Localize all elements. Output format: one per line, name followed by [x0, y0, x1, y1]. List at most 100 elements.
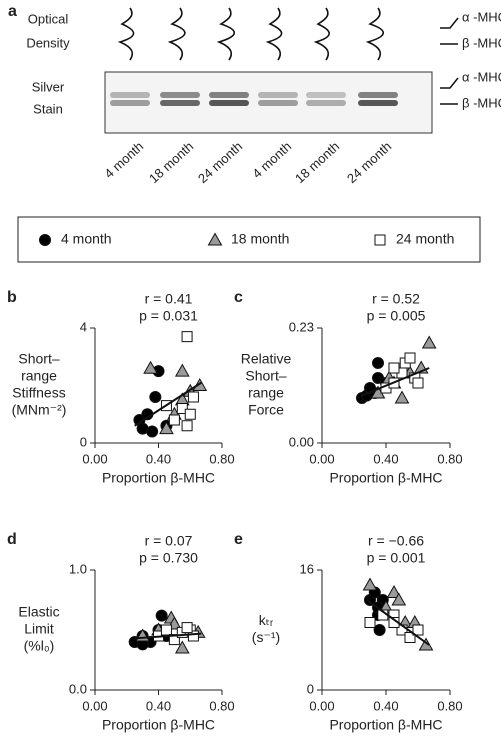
y-axis-label: (MNm⁻²) [12, 402, 67, 418]
legend-label: 18 month [231, 231, 289, 247]
y-axis-label: range [21, 368, 57, 384]
x-axis-label: Proportion β-MHC [329, 717, 442, 733]
lane-label: 24 month [195, 139, 245, 186]
gel-band [358, 92, 398, 98]
y-axis-label: (s⁻¹) [252, 629, 280, 645]
gel-band [110, 92, 150, 98]
od-trace [365, 7, 385, 61]
y-tick-label: 0.00 [289, 434, 314, 449]
point [187, 630, 199, 642]
point [362, 577, 378, 591]
point [412, 624, 424, 636]
lane-label: 18 month [292, 139, 342, 186]
band-bracket [440, 17, 459, 45]
point [373, 624, 386, 636]
point [187, 391, 199, 403]
band-label: β -MHC [462, 95, 501, 110]
legend-marker [39, 234, 51, 246]
lane-label: 24 month [344, 139, 394, 186]
y-axis-label: Short– [245, 368, 286, 384]
gel-band [258, 92, 298, 98]
y-tick-label: 0 [307, 681, 314, 696]
y-axis-label: range [248, 385, 284, 401]
y-axis-label: Relative [241, 351, 292, 367]
point [155, 609, 168, 622]
trend-line [366, 599, 430, 646]
band-label: α -MHC [462, 69, 501, 84]
point [159, 421, 174, 435]
y-axis-label: Short– [18, 351, 59, 367]
od-trace [265, 7, 283, 61]
point [372, 357, 384, 369]
lane-label: 4 month [101, 139, 146, 182]
point [404, 632, 416, 643]
lane-label: 18 month [146, 139, 196, 186]
y-tick-label: 0.23 [289, 319, 314, 334]
lane-label: 4 month [249, 139, 294, 182]
legend-label: 4 month [61, 231, 112, 247]
point [168, 414, 180, 426]
panel-label: e [234, 531, 243, 548]
point [386, 584, 402, 598]
gel-band [160, 100, 200, 106]
legend-marker [374, 234, 386, 246]
point [181, 420, 193, 432]
od-trace [167, 7, 186, 61]
band-label: β -MHC [462, 35, 501, 50]
annotation: p = 0.730 [139, 550, 198, 566]
x-tick-label: 0.40 [146, 698, 171, 713]
row-label: Optical [28, 11, 69, 26]
panel-label: c [234, 289, 243, 306]
y-axis-label: Limit [24, 621, 54, 637]
annotation: p = 0.005 [367, 308, 426, 324]
annotation: r = 0.07 [145, 533, 193, 549]
gel-band [358, 100, 398, 106]
panel-label: a [8, 3, 17, 20]
trend-line [134, 381, 202, 427]
point [184, 408, 196, 420]
legend-marker [207, 232, 223, 246]
y-tick-label: 1.0 [69, 561, 87, 576]
point [404, 352, 416, 364]
gel-band [160, 92, 200, 98]
point [394, 390, 410, 404]
gel-band [209, 92, 249, 98]
y-tick-label: 16 [300, 561, 314, 576]
x-tick-label: 0.40 [146, 451, 171, 466]
y-tick-label: 0 [80, 434, 87, 449]
x-tick-label: 0.40 [373, 451, 398, 466]
od-trace [313, 7, 330, 61]
x-tick-label: 0.80 [437, 451, 462, 466]
point [181, 622, 193, 634]
annotation: r = 0.52 [372, 291, 420, 307]
trend-line [134, 632, 202, 640]
y-tick-label: 4 [80, 319, 87, 334]
x-tick-label: 0.00 [82, 698, 107, 713]
x-tick-label: 0.80 [437, 698, 462, 713]
gel-band [110, 100, 150, 106]
legend-label: 24 month [396, 231, 454, 247]
point [146, 425, 159, 438]
gel-band [306, 100, 346, 106]
trend-line [361, 367, 430, 397]
y-axis-label: Stiffness [12, 385, 65, 401]
annotation: p = 0.031 [139, 308, 198, 324]
point [174, 640, 190, 654]
point [176, 403, 188, 414]
annotation: r = 0.41 [145, 291, 193, 307]
point [388, 362, 400, 374]
y-axis-label: (%l₀) [24, 638, 55, 654]
x-axis-label: Proportion β-MHC [102, 717, 215, 733]
gel-band [209, 100, 249, 106]
point [181, 331, 193, 343]
legend-box [17, 216, 481, 263]
x-tick-label: 0.00 [309, 698, 334, 713]
x-tick-label: 0.00 [82, 451, 107, 466]
gel-band [258, 100, 298, 106]
annotation: p = 0.001 [367, 550, 426, 566]
y-tick-label: 0.0 [69, 681, 87, 696]
panel-label: d [7, 531, 17, 548]
point [412, 377, 424, 389]
od-trace [216, 7, 236, 61]
x-axis-label: Proportion β-MHC [329, 470, 442, 486]
